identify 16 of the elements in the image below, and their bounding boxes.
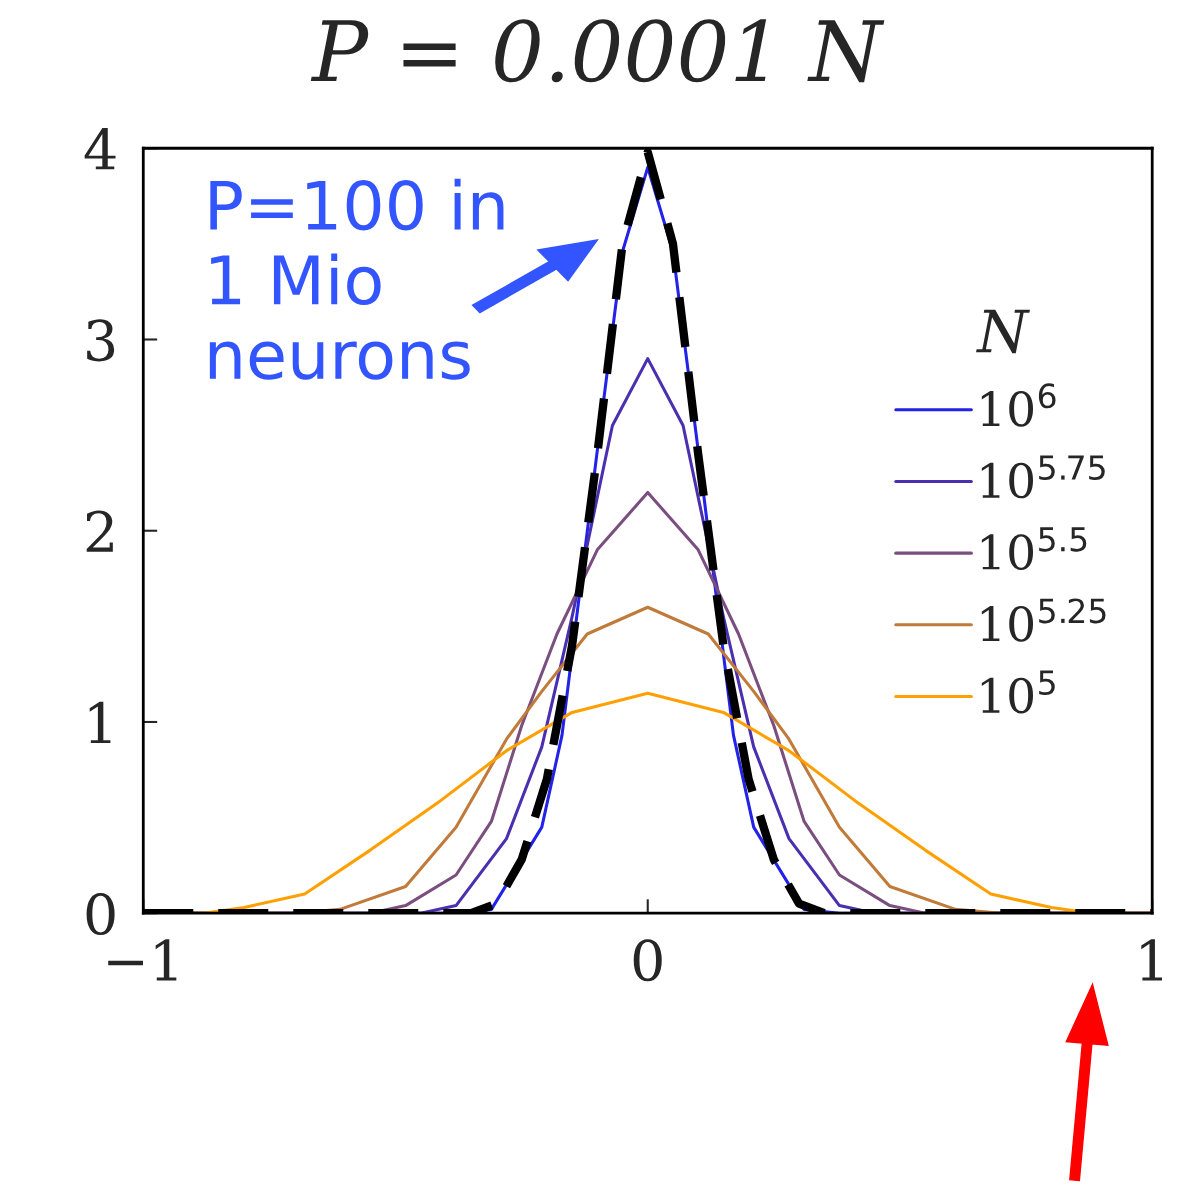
y-tick-label: 0	[86, 893, 115, 936]
y-tick-label: 4	[84, 128, 116, 170]
annotation: P=100 in 1 Mio neurons	[209, 178, 504, 380]
y-tick-label: 2	[86, 510, 113, 552]
legend-title: N	[976, 309, 1030, 354]
legend-label: 10$^{5.5}$	[981, 527, 1087, 571]
x-tick-label: 0	[633, 939, 662, 982]
legend-label: 10$^{5}$	[981, 670, 1055, 714]
y-tick-label: 1	[89, 701, 111, 744]
legend-label: 10$^{6}$	[981, 383, 1056, 427]
x-tick-label: 1	[1141, 939, 1162, 981]
chart-title: P = 0.0001 N	[310, 19, 885, 83]
legend-label: 10$^{5.75}$	[981, 455, 1105, 499]
legend-label: 10$^{5.25}$	[981, 598, 1106, 642]
x-tick-label: −1	[108, 939, 177, 981]
y-tick-label: 3	[87, 319, 115, 362]
